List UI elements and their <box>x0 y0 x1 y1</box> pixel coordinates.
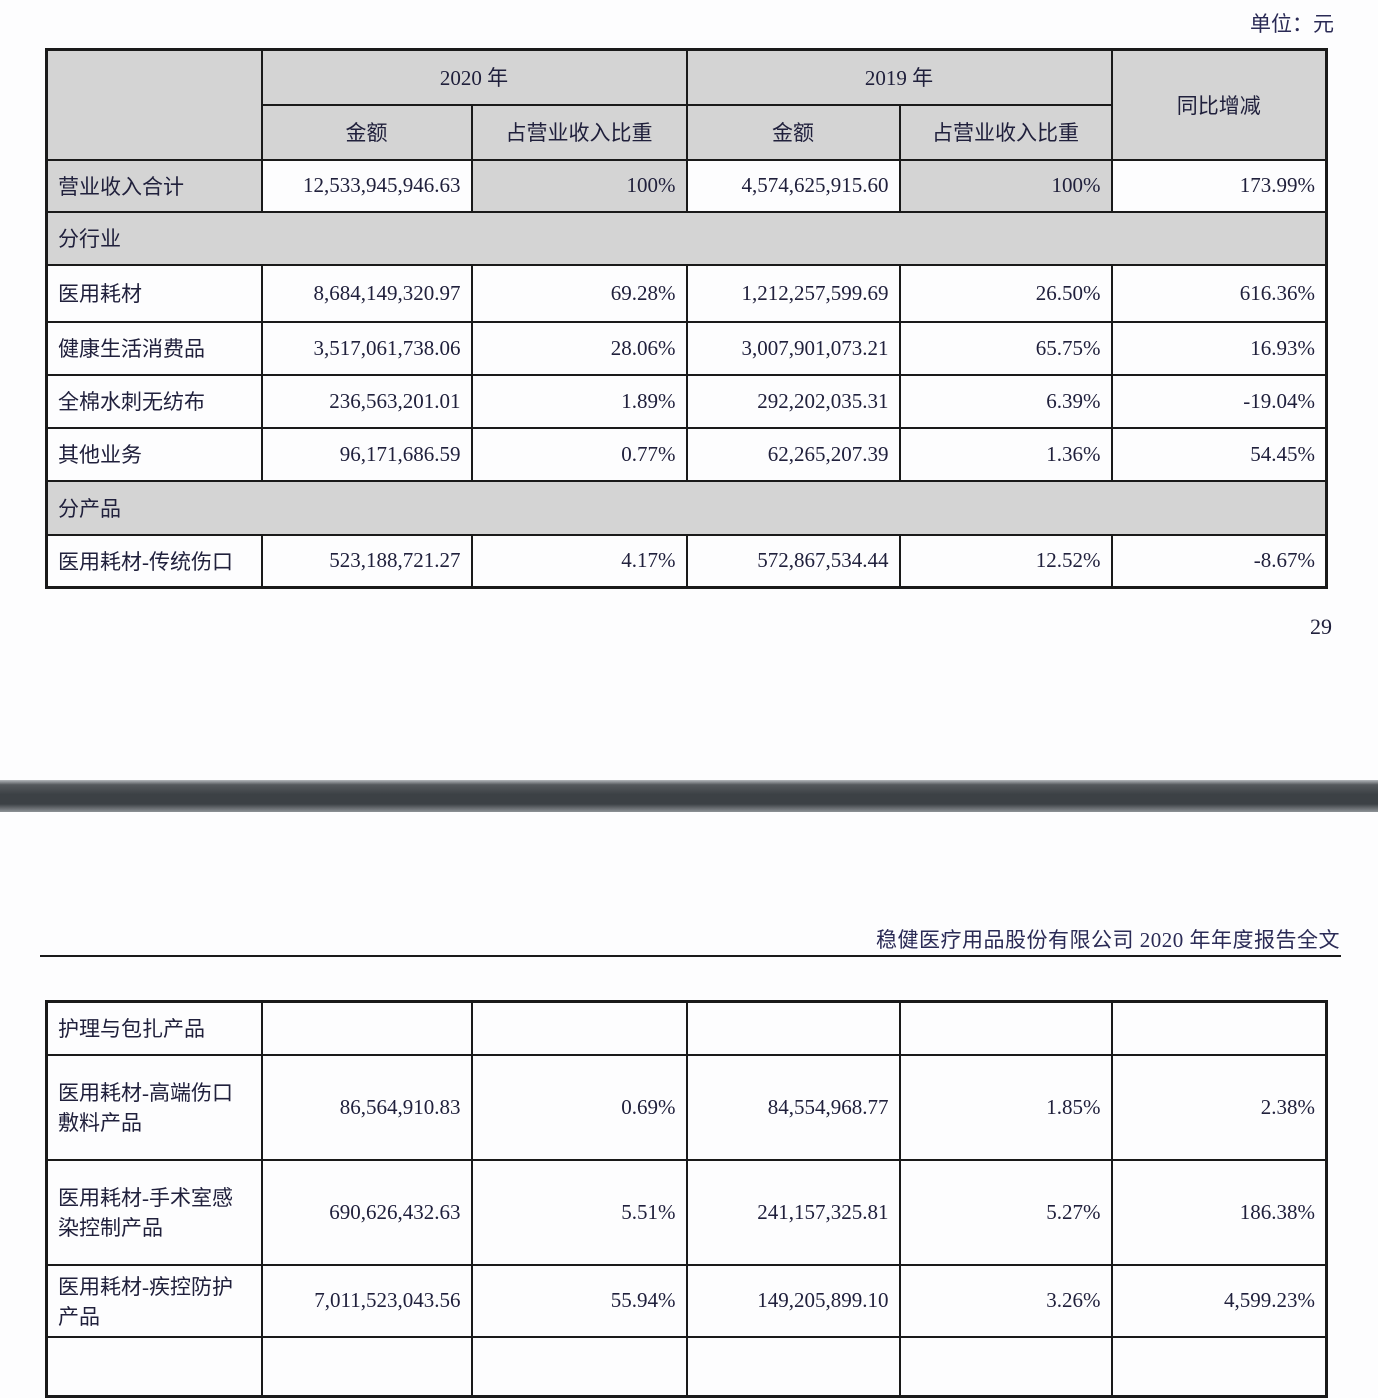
row-label-cell: 其他业务 <box>45 426 263 482</box>
header-share-2019: 占营业收入比重 <box>898 103 1113 161</box>
share-2020-cell: 0.77% <box>470 426 688 482</box>
amount-2019-cell: 572,867,534.44 <box>685 533 901 589</box>
amount-2019-cell <box>685 1335 901 1398</box>
table-row-disease-control-protection: 医用耗材-疾控防护产品 7,011,523,043.56 55.94% 149,… <box>45 1263 1328 1338</box>
revenue-breakdown-table-continued: 护理与包扎产品 医用耗材-高端伤口敷料产品 86,564,910.83 0.69… <box>45 1000 1328 1398</box>
amount-2020-cell: 690,626,432.63 <box>260 1158 473 1266</box>
row-label-cell: 医用耗材-疾控防护产品 <box>45 1263 263 1338</box>
amount-2019-cell: 292,202,035.31 <box>685 373 901 429</box>
header-rule-line <box>40 955 1341 957</box>
table-row-advanced-wound-dressing: 医用耗材-高端伤口敷料产品 86,564,910.83 0.69% 84,554… <box>45 1053 1328 1161</box>
yoy-cell: 2.38% <box>1110 1053 1328 1161</box>
share-2020-cell: 4.17% <box>470 533 688 589</box>
yoy-cell <box>1110 1335 1328 1398</box>
row-label-cell: 医用耗材-传统伤口 <box>45 533 263 589</box>
header-empty-cell <box>45 48 263 161</box>
yoy-cell: -8.67% <box>1110 533 1328 589</box>
amount-2019-cell: 3,007,901,073.21 <box>685 320 901 376</box>
header-year-2019: 2019 年 <box>685 48 1113 106</box>
amount-2019-cell: 4,574,625,915.60 <box>685 158 901 213</box>
amount-2020-cell: 7,011,523,043.56 <box>260 1263 473 1338</box>
yoy-cell: 186.38% <box>1110 1158 1328 1266</box>
yoy-cell <box>1110 1000 1328 1056</box>
yoy-cell: 173.99% <box>1110 158 1328 213</box>
section-row-by-product: 分产品 <box>45 479 1328 536</box>
amount-2019-cell <box>685 1000 901 1056</box>
share-2020-cell <box>470 1335 688 1398</box>
table-row-medical-consumables: 医用耗材 8,684,149,320.97 69.28% 1,212,257,5… <box>45 263 1328 323</box>
share-2019-cell: 1.36% <box>898 426 1113 482</box>
amount-2020-cell: 96,171,686.59 <box>260 426 473 482</box>
header-amount-2019: 金额 <box>685 103 901 161</box>
table-row-healthy-life-products: 健康生活消费品 3,517,061,738.06 28.06% 3,007,90… <box>45 320 1328 376</box>
share-2020-cell: 55.94% <box>470 1263 688 1338</box>
section-row-by-industry: 分行业 <box>45 210 1328 266</box>
table-row-traditional-wound: 医用耗材-传统伤口 523,188,721.27 4.17% 572,867,5… <box>45 533 1328 589</box>
share-2020-cell: 0.69% <box>470 1053 688 1161</box>
page-number: 29 <box>1310 614 1332 639</box>
row-label-cell: 医用耗材-手术室感染控制产品 <box>45 1158 263 1266</box>
amount-2020-cell <box>260 1000 473 1056</box>
yoy-cell: 616.36% <box>1110 263 1328 323</box>
share-2019-cell: 3.26% <box>898 1263 1113 1338</box>
row-label-cell: 健康生活消费品 <box>45 320 263 376</box>
share-2019-cell: 1.85% <box>898 1053 1113 1161</box>
table-row-nursing-bandaging: 护理与包扎产品 <box>45 1000 1328 1056</box>
header-share-2020: 占营业收入比重 <box>470 103 688 161</box>
amount-2020-cell: 523,188,721.27 <box>260 533 473 589</box>
yoy-cell: 4,599.23% <box>1110 1263 1328 1338</box>
header-amount-2020: 金额 <box>260 103 473 161</box>
share-2019-cell: 12.52% <box>898 533 1113 589</box>
row-label-cell <box>45 1335 263 1398</box>
amount-2020-cell <box>260 1335 473 1398</box>
row-label-cell: 医用耗材 <box>45 263 263 323</box>
section-label: 分产品 <box>45 479 1328 536</box>
share-2020-cell <box>470 1000 688 1056</box>
amount-2020-cell: 3,517,061,738.06 <box>260 320 473 376</box>
unit-label: 单位：元 <box>1250 12 1334 36</box>
share-2020-cell: 69.28% <box>470 263 688 323</box>
amount-2020-cell: 86,564,910.83 <box>260 1053 473 1161</box>
yoy-cell: 16.93% <box>1110 320 1328 376</box>
yoy-cell: 54.45% <box>1110 426 1328 482</box>
table-row-or-infection-control: 医用耗材-手术室感染控制产品 690,626,432.63 5.51% 241,… <box>45 1158 1328 1266</box>
report-header-title: 稳健医疗用品股份有限公司 2020 年年度报告全文 <box>876 928 1340 952</box>
share-2019-cell <box>898 1000 1113 1056</box>
share-2019-cell: 5.27% <box>898 1158 1113 1266</box>
amount-2019-cell: 62,265,207.39 <box>685 426 901 482</box>
row-label-cell: 全棉水刺无纺布 <box>45 373 263 429</box>
row-label-cell: 营业收入合计 <box>45 158 263 213</box>
amount-2019-cell: 149,205,899.10 <box>685 1263 901 1338</box>
row-label-cell: 护理与包扎产品 <box>45 1000 263 1056</box>
table-row-cotton-nonwoven: 全棉水刺无纺布 236,563,201.01 1.89% 292,202,035… <box>45 373 1328 429</box>
table-row-partial-clipped <box>45 1335 1328 1398</box>
share-2020-cell: 100% <box>470 158 688 213</box>
share-2020-cell: 28.06% <box>470 320 688 376</box>
share-2019-cell: 26.50% <box>898 263 1113 323</box>
yoy-cell: -19.04% <box>1110 373 1328 429</box>
revenue-breakdown-table: 2020 年 2019 年 同比增减 金额 占营业收入比重 金额 占营业收入比重… <box>45 48 1328 589</box>
amount-2020-cell: 12,533,945,946.63 <box>260 158 473 213</box>
page-separator-band <box>0 780 1378 812</box>
amount-2019-cell: 1,212,257,599.69 <box>685 263 901 323</box>
share-2019-cell: 65.75% <box>898 320 1113 376</box>
table-row-total-revenue: 营业收入合计 12,533,945,946.63 100% 4,574,625,… <box>45 158 1328 213</box>
share-2019-cell <box>898 1335 1113 1398</box>
amount-2020-cell: 236,563,201.01 <box>260 373 473 429</box>
table-header-row-measures: 金额 占营业收入比重 金额 占营业收入比重 <box>47 103 1327 161</box>
share-2020-cell: 5.51% <box>470 1158 688 1266</box>
amount-2019-cell: 84,554,968.77 <box>685 1053 901 1161</box>
table-header-row-years: 2020 年 2019 年 同比增减 <box>45 48 1328 161</box>
share-2019-cell: 6.39% <box>898 373 1113 429</box>
share-2020-cell: 1.89% <box>470 373 688 429</box>
header-yoy-change: 同比增减 <box>1110 48 1328 161</box>
share-2019-cell: 100% <box>898 158 1113 213</box>
header-year-2020: 2020 年 <box>260 48 688 106</box>
row-label-cell: 医用耗材-高端伤口敷料产品 <box>45 1053 263 1161</box>
amount-2020-cell: 8,684,149,320.97 <box>260 263 473 323</box>
table-row-other-business: 其他业务 96,171,686.59 0.77% 62,265,207.39 1… <box>45 426 1328 482</box>
section-label: 分行业 <box>45 210 1328 266</box>
amount-2019-cell: 241,157,325.81 <box>685 1158 901 1266</box>
